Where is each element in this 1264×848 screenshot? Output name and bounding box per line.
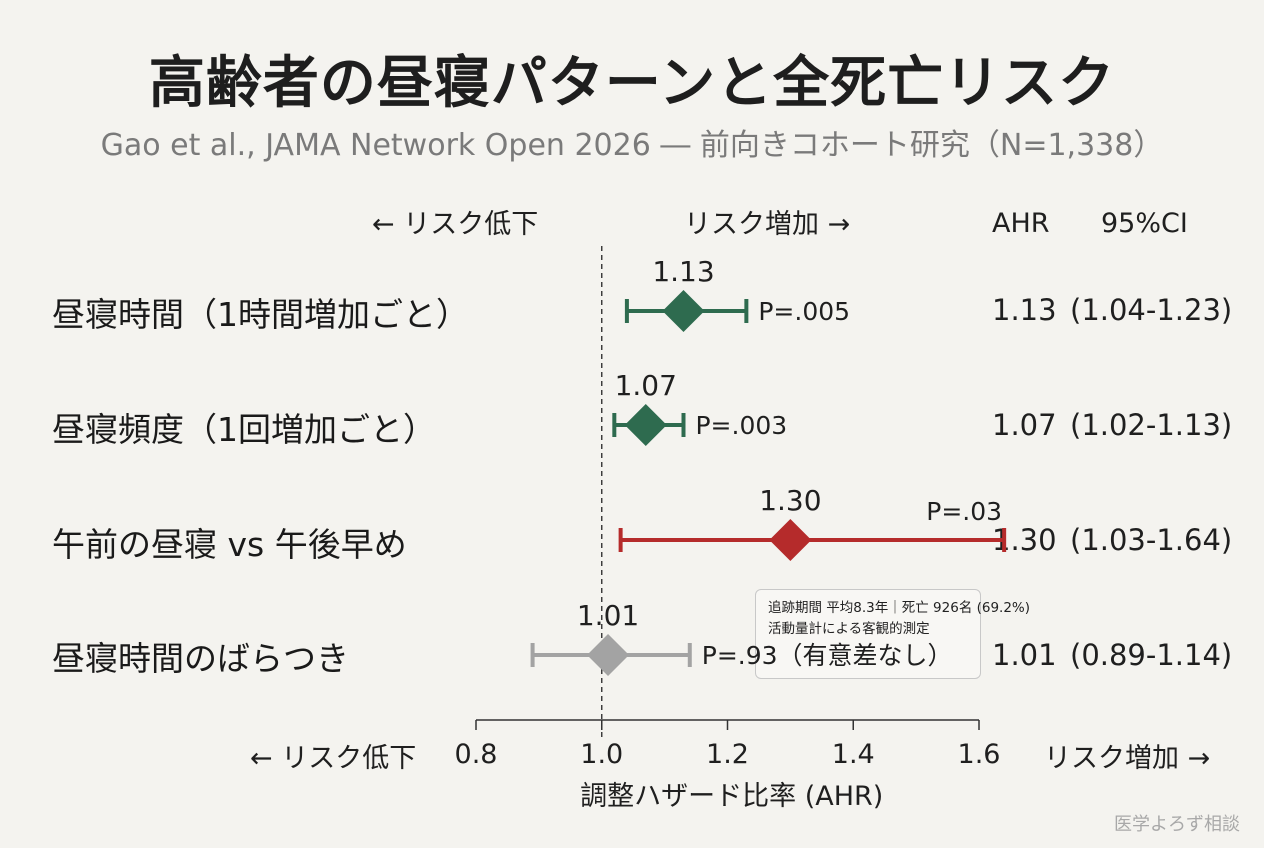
ahr-value-row1: 1.13 [992, 293, 1057, 327]
ahr-diamond [587, 634, 630, 676]
risk-lower-header: ← リスク低下 [372, 209, 539, 240]
note-followup: 追跡期間 平均8.3年｜死亡 926名 (69.2%) [768, 600, 1031, 616]
ahr-value-row2: 1.07 [992, 408, 1057, 442]
study-note-box: 追跡期間 平均8.3年｜死亡 926名 (69.2%) 活動量計による客観的測定 [755, 589, 1030, 679]
ahr-diamond [624, 404, 667, 446]
ci-value-row2: (1.02-1.13) [1070, 408, 1233, 442]
ci-value-row3: (1.03-1.64) [1070, 523, 1233, 557]
row-label-nap-duration: 昼寝時間（1時間増加ごと） [52, 295, 469, 334]
axis-risk-lower: ← リスク低下 [250, 743, 417, 774]
row-label-nap-variability: 昼寝時間のばらつき [52, 639, 349, 678]
ahr-diamond [769, 519, 812, 561]
p-value-label: P=.93（有意差なし） [702, 641, 953, 670]
x-tick-label: 1.2 [706, 739, 749, 770]
ci-value-row4: (0.89-1.14) [1070, 638, 1233, 672]
p-value-label: P=.005 [758, 297, 850, 326]
note-measurement: 活動量計による客観的測定 [768, 621, 930, 637]
watermark: 医学よろず相談 [1114, 814, 1240, 835]
risk-higher-header: リスク増加 → [684, 209, 851, 240]
x-axis-label: 調整ハザード比率 (AHR) [580, 781, 883, 812]
ci-value-row1: (1.04-1.23) [1070, 293, 1233, 327]
ahr-point-label: 1.01 [577, 599, 639, 632]
row-label-nap-frequency: 昼寝頻度（1回増加ごと） [52, 410, 436, 449]
ahr-point-label: 1.07 [615, 369, 677, 402]
ahr-value-row4: 1.01 [992, 638, 1057, 672]
row-label-morning-nap: 午前の昼寝 vs 午後早め [52, 525, 407, 564]
ahr-point-label: 1.30 [759, 484, 821, 517]
x-tick-label: 1.4 [832, 739, 875, 770]
ahr-point-label: 1.13 [652, 255, 714, 288]
p-value-label: P=.003 [695, 411, 787, 440]
chart-title: 高齢者の昼寝パターンと全死亡リスク [148, 51, 1116, 116]
p-value-label: P=.03 [926, 497, 1002, 526]
ahr-column-header: AHR [992, 208, 1050, 239]
chart-subtitle: Gao et al., JAMA Network Open 2026 ― 前向き… [100, 128, 1164, 163]
x-tick-label: 1.0 [580, 739, 623, 770]
ahr-diamond [662, 290, 705, 332]
x-tick-label: 0.8 [455, 739, 498, 770]
x-tick-label: 1.6 [958, 739, 1001, 770]
ci-column-header: 95%CI [1101, 208, 1188, 239]
axis-risk-higher: リスク増加 → [1044, 743, 1211, 774]
